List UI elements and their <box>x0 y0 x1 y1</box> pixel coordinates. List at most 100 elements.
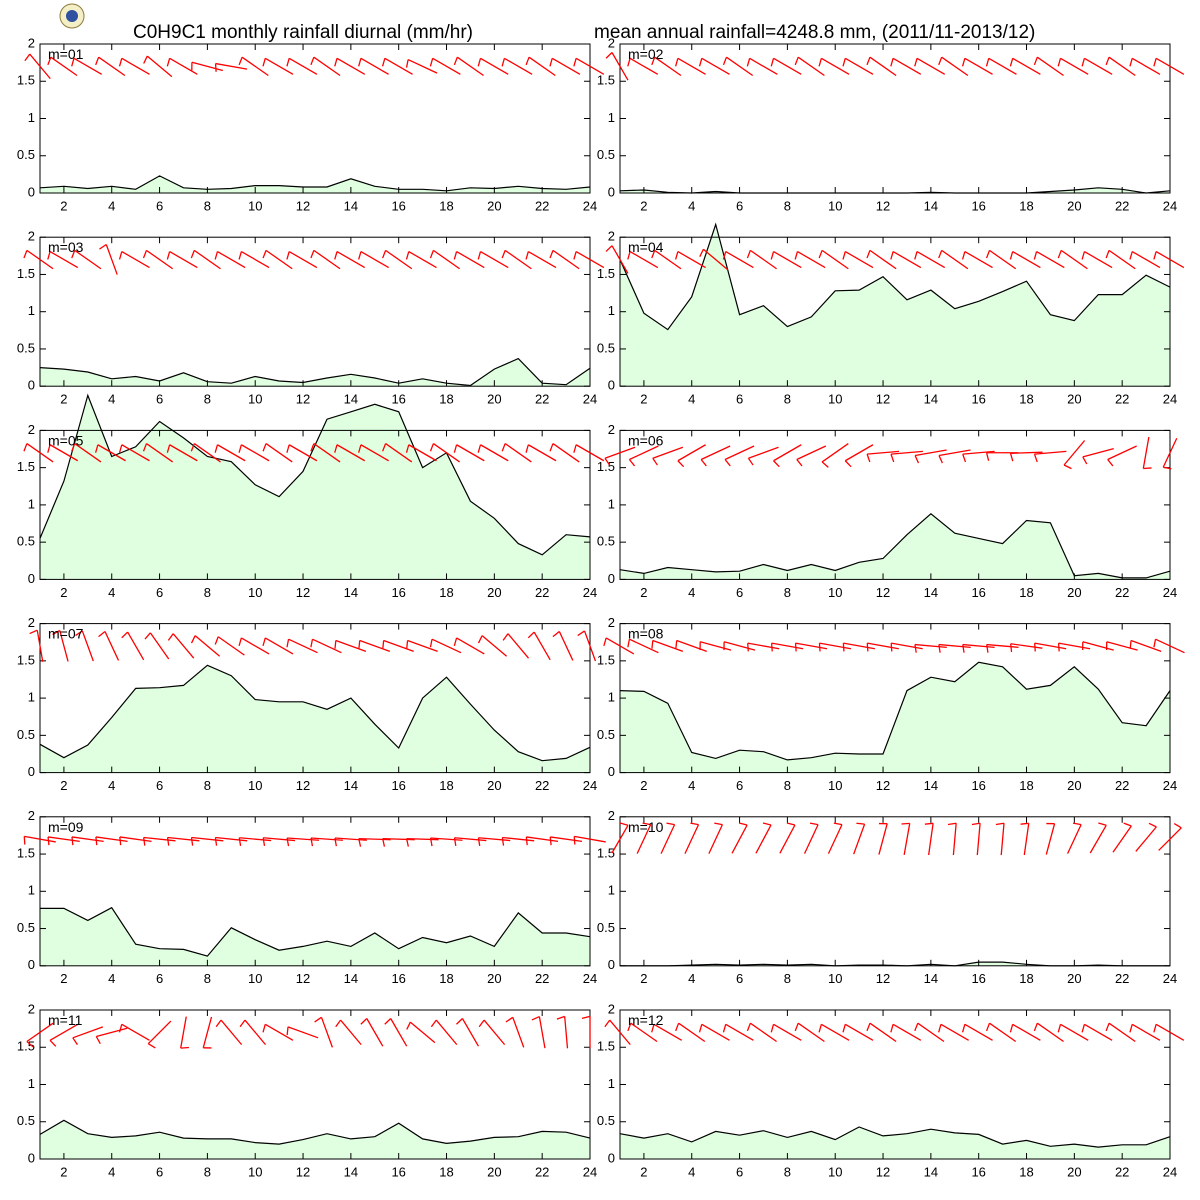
wind-barb <box>166 836 200 846</box>
wind-barb <box>26 1022 54 1048</box>
barb-feather <box>961 58 966 67</box>
barb-feather <box>985 1022 991 1032</box>
wind-barb <box>1105 641 1138 651</box>
barb-feather <box>1057 1024 1062 1033</box>
barb-staff <box>629 638 659 654</box>
wind-barb <box>699 641 732 651</box>
barb-feather <box>866 1022 871 1032</box>
barb-feather <box>770 643 773 652</box>
barb-staff <box>288 638 318 654</box>
barb-feather <box>453 251 458 260</box>
barb-staff <box>1135 826 1157 852</box>
barb-feather <box>47 251 51 260</box>
barb-staff <box>1012 250 1041 269</box>
wind-barb <box>1129 639 1162 653</box>
barb-feather <box>628 459 636 467</box>
x-tick-label: 22 <box>535 971 549 986</box>
barb-staff <box>867 450 900 455</box>
wind-barb <box>29 629 44 662</box>
wind-barb <box>382 837 415 847</box>
y-tick-label: 1.5 <box>17 652 35 667</box>
x-tick-label: 16 <box>391 1164 405 1179</box>
barb-staff <box>941 56 969 77</box>
rain-area <box>620 224 1170 387</box>
barb-staff <box>654 249 682 270</box>
barb-staff <box>335 639 367 653</box>
barb-staff <box>1000 823 1005 856</box>
wind-barb <box>525 836 559 846</box>
wind-barb <box>674 250 706 269</box>
wind-barb <box>215 1019 243 1046</box>
x-tick-label: 2 <box>60 585 67 600</box>
barb-staff <box>241 56 269 77</box>
wind-barb <box>405 837 439 847</box>
barb-feather <box>1081 1024 1086 1033</box>
barb-feather <box>938 56 943 66</box>
barb-feather <box>1082 456 1088 465</box>
barb-staff <box>81 630 94 662</box>
barb-feather <box>666 822 675 826</box>
barb-staff <box>98 56 126 77</box>
rain-area <box>40 395 590 580</box>
x-tick-label: 24 <box>583 198 597 213</box>
barb-staff <box>435 1019 458 1046</box>
wind-barb <box>962 450 995 463</box>
rain-area <box>620 1127 1170 1159</box>
barb-staff <box>504 443 532 463</box>
barb-staff <box>264 637 294 655</box>
barb-feather <box>821 461 829 468</box>
barb-staff <box>241 637 270 655</box>
wind-barb <box>914 643 947 653</box>
barb-staff <box>1060 57 1089 75</box>
barb-staff <box>334 837 367 841</box>
wind-barb <box>23 443 54 463</box>
barb-feather <box>722 251 727 260</box>
wind-barb <box>794 642 828 652</box>
barb-staff <box>313 249 341 270</box>
barb-feather <box>238 444 242 453</box>
y-tick-label: 1.5 <box>597 652 615 667</box>
wind-barb <box>674 57 706 75</box>
barb-feather <box>118 251 123 260</box>
barb-staff <box>433 249 461 270</box>
barb-staff <box>988 57 1017 75</box>
x-tick-label: 24 <box>583 585 597 600</box>
wind-barb <box>1009 1023 1041 1041</box>
barb-feather <box>770 58 775 67</box>
barb-staff <box>964 1023 993 1041</box>
x-tick-label: 14 <box>344 1164 358 1179</box>
barb-feather <box>75 630 83 637</box>
barb-staff <box>771 642 804 650</box>
barb-staff <box>167 836 200 842</box>
x-tick-label: 8 <box>204 1164 211 1179</box>
barb-feather <box>604 1019 611 1028</box>
x-tick-label: 16 <box>391 392 405 407</box>
x-tick-label: 20 <box>487 971 501 986</box>
barb-staff <box>336 444 366 462</box>
barb-staff <box>194 635 221 657</box>
y-tick-label: 1.5 <box>17 73 35 88</box>
barb-feather <box>985 250 991 259</box>
barb-feather <box>477 58 482 67</box>
x-tick-label: 8 <box>204 392 211 407</box>
barb-staff <box>575 250 605 269</box>
barb-staff <box>550 836 583 843</box>
barb-staff <box>725 250 754 269</box>
wind-barb <box>501 443 532 463</box>
x-tick-label: 18 <box>1019 585 1033 600</box>
barb-staff <box>574 835 606 843</box>
barb-feather <box>23 250 28 259</box>
x-tick-label: 22 <box>1115 198 1129 213</box>
barb-feather <box>262 637 266 647</box>
panel-label: m=11 <box>48 1012 83 1028</box>
wind-barb <box>866 642 899 652</box>
wind-barb <box>314 1016 334 1048</box>
wind-barb <box>722 1023 754 1041</box>
y-tick-label: 0 <box>608 957 615 972</box>
wind-barb <box>901 822 911 856</box>
wind-barb <box>525 250 557 269</box>
wind-barb <box>1063 440 1086 470</box>
wind-barb <box>118 444 150 462</box>
wind-barb <box>94 444 126 462</box>
barb-feather <box>501 250 506 259</box>
